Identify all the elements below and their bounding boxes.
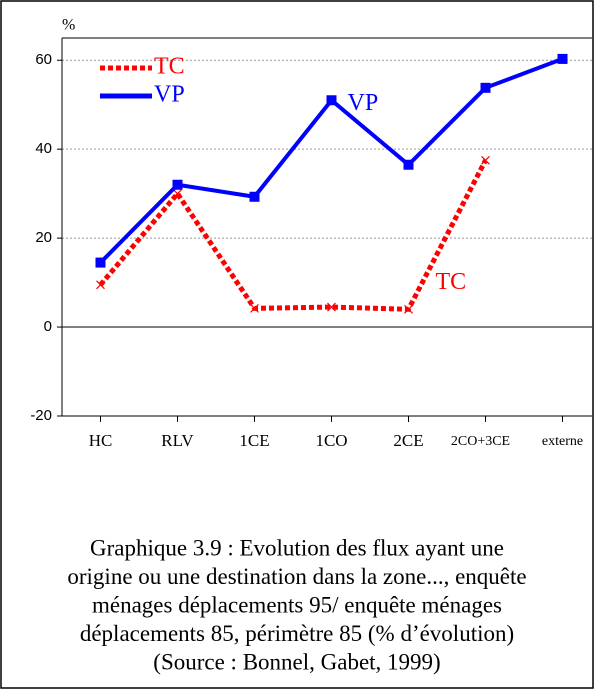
x-tick-label: 2CO+3CE [451, 434, 510, 449]
annotation: VP [348, 90, 379, 116]
y-tick-label: 60 [35, 51, 52, 68]
caption-line: origine ou une destination dans la zone.… [67, 564, 526, 589]
caption-line: ménages déplacements 95/ enquête ménages [92, 592, 502, 617]
legend-label: TC [154, 54, 185, 80]
caption-line: (Source : Bonnel, Gabet, 1999) [153, 649, 440, 674]
x-tick-label: HC [89, 431, 113, 450]
y-tick-label: -20 [30, 407, 52, 424]
point [481, 155, 490, 165]
point [327, 302, 336, 312]
y-tick-label: 0 [44, 318, 52, 335]
annotation: TC [436, 269, 467, 295]
legend-label: VP [154, 82, 185, 108]
x-tick-label: 2CE [393, 431, 423, 450]
x-tick-label: 1CO [315, 431, 347, 450]
series-line [99, 57, 564, 264]
y-axis-label: % [62, 17, 75, 34]
caption-line: Graphique 3.9 : Evolution des flux ayant… [90, 535, 504, 560]
x-tick-label: RLV [161, 431, 194, 450]
caption-line: déplacements 85, périmètre 85 (% d’évolu… [80, 621, 514, 646]
y-tick-label: 20 [35, 229, 52, 246]
x-tick-label: 1CE [239, 431, 269, 450]
series-line [98, 159, 488, 312]
y-tick-label: 40 [35, 140, 52, 157]
x-tick-label: externe [542, 434, 583, 449]
